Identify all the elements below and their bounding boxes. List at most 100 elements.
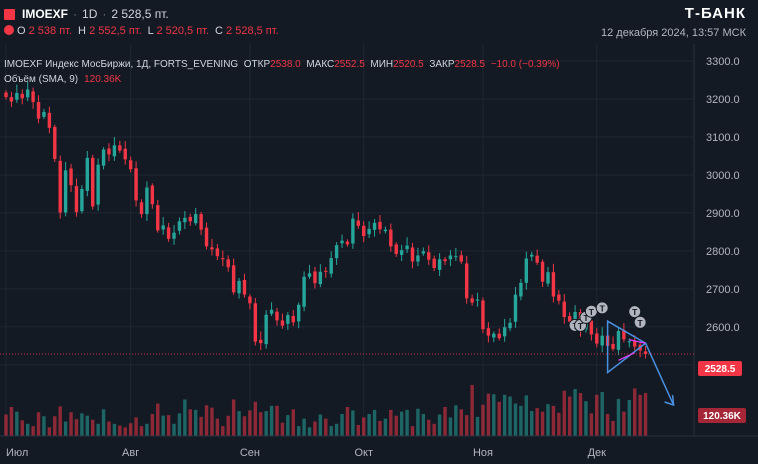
time-axis-labels: Июл Авг Сен Окт Ноя Дек: [6, 447, 606, 459]
candle-body: [139, 202, 144, 215]
trend-drawing[interactable]: [606, 319, 675, 407]
candle-body: [269, 309, 274, 314]
volume-bar: [150, 413, 155, 436]
volume-bar: [161, 415, 165, 436]
ohlc-open-label: О: [17, 25, 26, 37]
candle-body: [589, 320, 594, 335]
volume-bar: [492, 394, 496, 436]
candle-body: [362, 225, 366, 237]
volume-bar: [318, 414, 323, 436]
last-price-value: 2528.5: [705, 364, 736, 375]
volume-bar: [199, 416, 203, 436]
price-tick-label: 2600.0: [706, 322, 740, 334]
volume-bar: [286, 415, 290, 436]
legend-volume-row: Объём (SMA, 9) 120.36K: [4, 72, 560, 87]
brand-logo: Т-БАНК: [684, 5, 746, 22]
volume-bar: [53, 416, 57, 436]
volume-bar: [275, 405, 279, 436]
volume-bar: [502, 394, 507, 436]
volume-bar: [9, 407, 14, 436]
volume-bar: [259, 412, 263, 436]
volume-bar: [128, 423, 133, 436]
candle-body: [69, 168, 73, 186]
candle-body: [128, 160, 133, 170]
candle-body: [519, 282, 523, 297]
candle-body: [226, 259, 230, 268]
legend-close-label: ЗАКР: [429, 59, 455, 70]
candlesticks: [4, 81, 648, 359]
candle-body: [448, 255, 453, 260]
candle-body: [383, 229, 388, 232]
chart-background: [0, 44, 758, 464]
volume-bar: [372, 409, 377, 436]
candle-body: [627, 341, 631, 343]
candle-body: [53, 126, 57, 159]
candle-body: [112, 145, 117, 157]
time-axis[interactable]: [0, 436, 758, 464]
candle-body: [280, 320, 285, 326]
candle-body: [437, 259, 442, 270]
candle-body: [497, 333, 501, 339]
volume-bar: [519, 405, 523, 436]
volume-bar: [242, 416, 247, 436]
event-markers[interactable]: TTTTTTT: [568, 301, 647, 332]
volume-bar: [573, 389, 577, 436]
candle-body: [329, 258, 333, 274]
volume-bar: [237, 411, 241, 436]
volume-bar: [334, 423, 339, 436]
candle-body: [242, 279, 247, 295]
candle-body: [161, 225, 165, 230]
candle-body: [535, 255, 539, 263]
volume-bar: [459, 409, 463, 436]
timestamp: 12 декабря 2024, 13:57 МСК: [601, 27, 746, 39]
current-price: 2 528,5 пт.: [111, 7, 169, 21]
volume-bar: [394, 415, 398, 436]
volume-bar: [378, 420, 382, 436]
price-chart[interactable]: TTTTTTT 3300.0 3200.0 3100.0 3000.0 2900.0 28…: [0, 44, 758, 464]
interval-label[interactable]: 1D: [82, 7, 98, 21]
volume-bar: [530, 411, 534, 436]
ticker-symbol[interactable]: IMOEXF: [22, 7, 69, 21]
volume-bar: [432, 423, 436, 436]
volume-bar: [264, 411, 268, 436]
candle-body: [156, 205, 160, 231]
candle-body: [63, 170, 68, 213]
candle-body: [459, 255, 463, 262]
volume-bar: [177, 413, 182, 436]
ohlc-low-value: 2 520,5 пт.: [156, 25, 210, 37]
price-tick-label: 3300.0: [706, 56, 740, 68]
candle-body: [356, 220, 360, 226]
candle-body: [237, 280, 241, 294]
volume-bar: [15, 411, 19, 436]
volume-bar: [123, 427, 127, 436]
volume-bar: [470, 384, 474, 436]
chart-legend: IMOEXF Индекс МосБиржи, 1Д, FORTS_EVENIN…: [4, 57, 560, 87]
volume-bar: [226, 415, 230, 436]
candle-body: [96, 164, 100, 205]
event-marker-icon: [628, 305, 642, 319]
candle-body: [25, 89, 30, 98]
candle-body: [318, 271, 323, 285]
time-tick-label: Дек: [588, 447, 607, 459]
volume-bar: [627, 400, 631, 436]
time-tick-label: Июл: [6, 447, 28, 459]
volume-bar: [410, 426, 415, 436]
candle-body: [427, 252, 431, 260]
candle-body: [567, 316, 572, 322]
legend-low-value: 2520.5: [393, 59, 424, 70]
volume-bar: [96, 423, 100, 436]
volume-bar: [194, 409, 198, 436]
volume-bar: [584, 401, 588, 436]
candle-body: [573, 312, 577, 324]
volume-bar: [36, 412, 41, 436]
volume-bar: [42, 416, 46, 436]
separator-dot: ·: [73, 7, 78, 21]
volume-bar: [248, 410, 252, 436]
volume-value: 120.36K: [703, 411, 742, 422]
candle-body: [264, 314, 268, 345]
volume-bar: [399, 411, 404, 436]
volume-bar: [589, 413, 594, 436]
volume-bar: [437, 414, 442, 436]
magenta-trend-segment: [618, 352, 635, 361]
candle-body: [324, 270, 328, 272]
